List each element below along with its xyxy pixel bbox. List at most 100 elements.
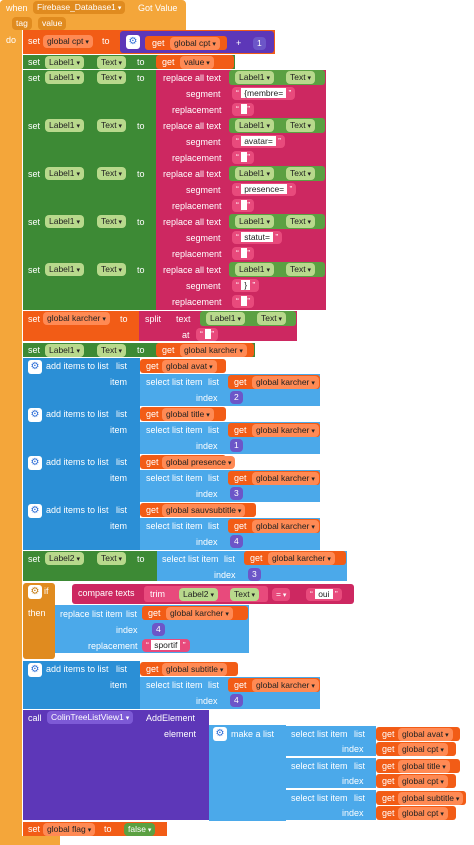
component-dropdown[interactable]: Label1	[235, 71, 274, 84]
var-dropdown[interactable]: global karcher	[268, 552, 335, 565]
component-dropdown[interactable]: Label1	[235, 215, 274, 228]
var-dropdown[interactable]: global title	[398, 760, 450, 773]
component-dropdown[interactable]: Label1	[45, 71, 84, 84]
number-literal[interactable]: 4	[230, 694, 243, 707]
text-literal[interactable]: “ ”	[196, 328, 219, 341]
component-dropdown[interactable]: Label1	[206, 312, 245, 325]
property-dropdown[interactable]: Text	[286, 71, 316, 84]
gear-icon[interactable]: ⚙	[28, 360, 42, 374]
number-literal[interactable]: 1	[253, 37, 266, 50]
property-dropdown[interactable]: Text	[97, 552, 127, 565]
var-dropdown[interactable]: global cpt	[170, 37, 220, 50]
text-literal[interactable]: “ ”	[232, 199, 255, 212]
number-literal[interactable]: 2	[230, 391, 243, 404]
text-literal[interactable]: “ {membre= ”	[232, 87, 296, 100]
text-literal[interactable]: “ } ”	[232, 279, 260, 292]
select-list-item-block[interactable]	[286, 726, 376, 756]
add-items-block[interactable]	[23, 502, 140, 550]
property-dropdown[interactable]: Text	[97, 71, 127, 84]
property-dropdown[interactable]: Text	[257, 312, 287, 325]
add-items-block[interactable]	[23, 406, 140, 454]
var-dropdown[interactable]: global karcher	[43, 312, 110, 325]
component-dropdown[interactable]: Label1	[45, 119, 84, 132]
gear-icon[interactable]: ⚙	[213, 727, 227, 741]
var-dropdown[interactable]: global karcher	[252, 472, 319, 485]
var-dropdown[interactable]: global avat	[162, 360, 217, 373]
var-dropdown[interactable]: global title	[162, 408, 214, 421]
param-value[interactable]: value	[38, 17, 67, 30]
property-dropdown[interactable]: Text	[286, 167, 316, 180]
param-tag[interactable]: tag	[12, 17, 32, 30]
var-dropdown[interactable]: global cpt	[398, 775, 448, 788]
component-dropdown[interactable]: Label1	[45, 167, 84, 180]
property-dropdown[interactable]: Text	[286, 263, 316, 276]
property-dropdown[interactable]: Text	[97, 167, 127, 180]
text-literal[interactable]: “ presence= ”	[232, 183, 297, 196]
var-dropdown[interactable]: global flag	[43, 823, 96, 836]
var-dropdown[interactable]: global karcher	[252, 376, 319, 389]
text-literal[interactable]: “ ”	[232, 247, 255, 260]
property-dropdown[interactable]: Text	[97, 344, 127, 357]
number-literal[interactable]: 4	[230, 535, 243, 548]
number-literal[interactable]: 4	[152, 623, 165, 636]
number-literal[interactable]: 3	[248, 568, 261, 581]
property-dropdown[interactable]: Text	[230, 588, 260, 601]
text-literal[interactable]: “ oui ”	[306, 588, 342, 601]
text-literal[interactable]: “ ”	[232, 103, 255, 116]
var-dropdown[interactable]: global avat	[398, 728, 453, 741]
component-dropdown[interactable]: Label1	[45, 263, 84, 276]
boolean-dropdown[interactable]: false	[124, 823, 156, 836]
text-literal[interactable]: “ statut= ”	[232, 231, 283, 244]
add-items-block[interactable]	[23, 454, 140, 502]
var-dropdown[interactable]: global cpt	[398, 743, 448, 756]
component-dropdown[interactable]: Label1	[45, 56, 84, 69]
var-dropdown[interactable]: global karcher	[252, 424, 319, 437]
component-dropdown[interactable]: Label2	[179, 588, 218, 601]
gear-icon[interactable]: ⚙	[28, 585, 42, 599]
var-dropdown[interactable]: global subtitle	[398, 792, 464, 805]
component-dropdown[interactable]: Label1	[235, 263, 274, 276]
gear-icon[interactable]: ⚙	[28, 504, 42, 518]
operator-dropdown[interactable]: =	[272, 588, 291, 601]
property-dropdown[interactable]: Text	[97, 56, 127, 69]
var-dropdown[interactable]: global karcher	[252, 520, 319, 533]
component-dropdown[interactable]: Label1	[45, 344, 84, 357]
gear-icon[interactable]: ⚙	[28, 456, 42, 470]
var-dropdown[interactable]: global sauvsubtitle	[162, 504, 246, 517]
gear-icon[interactable]: ⚙	[126, 35, 140, 49]
var-dropdown[interactable]: value	[180, 56, 214, 69]
add-items-block[interactable]	[23, 661, 140, 709]
var-dropdown[interactable]: global subtitle	[162, 663, 228, 676]
component-dropdown[interactable]: Firebase_Database1	[33, 1, 126, 14]
component-dropdown[interactable]: Label1	[235, 119, 274, 132]
call-add-element-block[interactable]	[23, 710, 209, 820]
property-dropdown[interactable]: Text	[286, 215, 316, 228]
text-literal[interactable]: “ ”	[232, 295, 255, 308]
var-dropdown[interactable]: global karcher	[252, 679, 319, 692]
text-literal[interactable]: “ ”	[232, 151, 255, 164]
make-a-list-block[interactable]	[209, 725, 286, 821]
component-dropdown[interactable]: Label2	[45, 552, 84, 565]
gear-icon[interactable]: ⚙	[28, 663, 42, 677]
add-items-block[interactable]	[23, 358, 140, 406]
select-list-item-block[interactable]	[286, 790, 376, 820]
property-dropdown[interactable]: Text	[97, 119, 127, 132]
number-literal[interactable]: 1	[230, 439, 243, 452]
var-dropdown[interactable]: global presence	[162, 456, 236, 469]
var-dropdown[interactable]: global cpt	[43, 35, 93, 48]
event-block[interactable]	[0, 0, 22, 845]
component-dropdown[interactable]: Label1	[235, 167, 274, 180]
text-literal[interactable]: “ sportif ”	[142, 639, 190, 652]
var-dropdown[interactable]: global cpt	[398, 807, 448, 820]
number-literal[interactable]: 3	[230, 487, 243, 500]
text-literal[interactable]: “ avatar= ”	[232, 135, 285, 148]
var-dropdown[interactable]: global karcher	[180, 344, 247, 357]
gear-icon[interactable]: ⚙	[28, 408, 42, 422]
component-dropdown[interactable]: Label1	[45, 215, 84, 228]
select-list-item-block[interactable]	[286, 758, 376, 788]
property-dropdown[interactable]: Text	[97, 263, 127, 276]
property-dropdown[interactable]: Text	[286, 119, 316, 132]
property-dropdown[interactable]: Text	[97, 215, 127, 228]
var-dropdown[interactable]: global karcher	[166, 607, 233, 620]
component-dropdown[interactable]: ColinTreeListView1	[47, 711, 134, 724]
